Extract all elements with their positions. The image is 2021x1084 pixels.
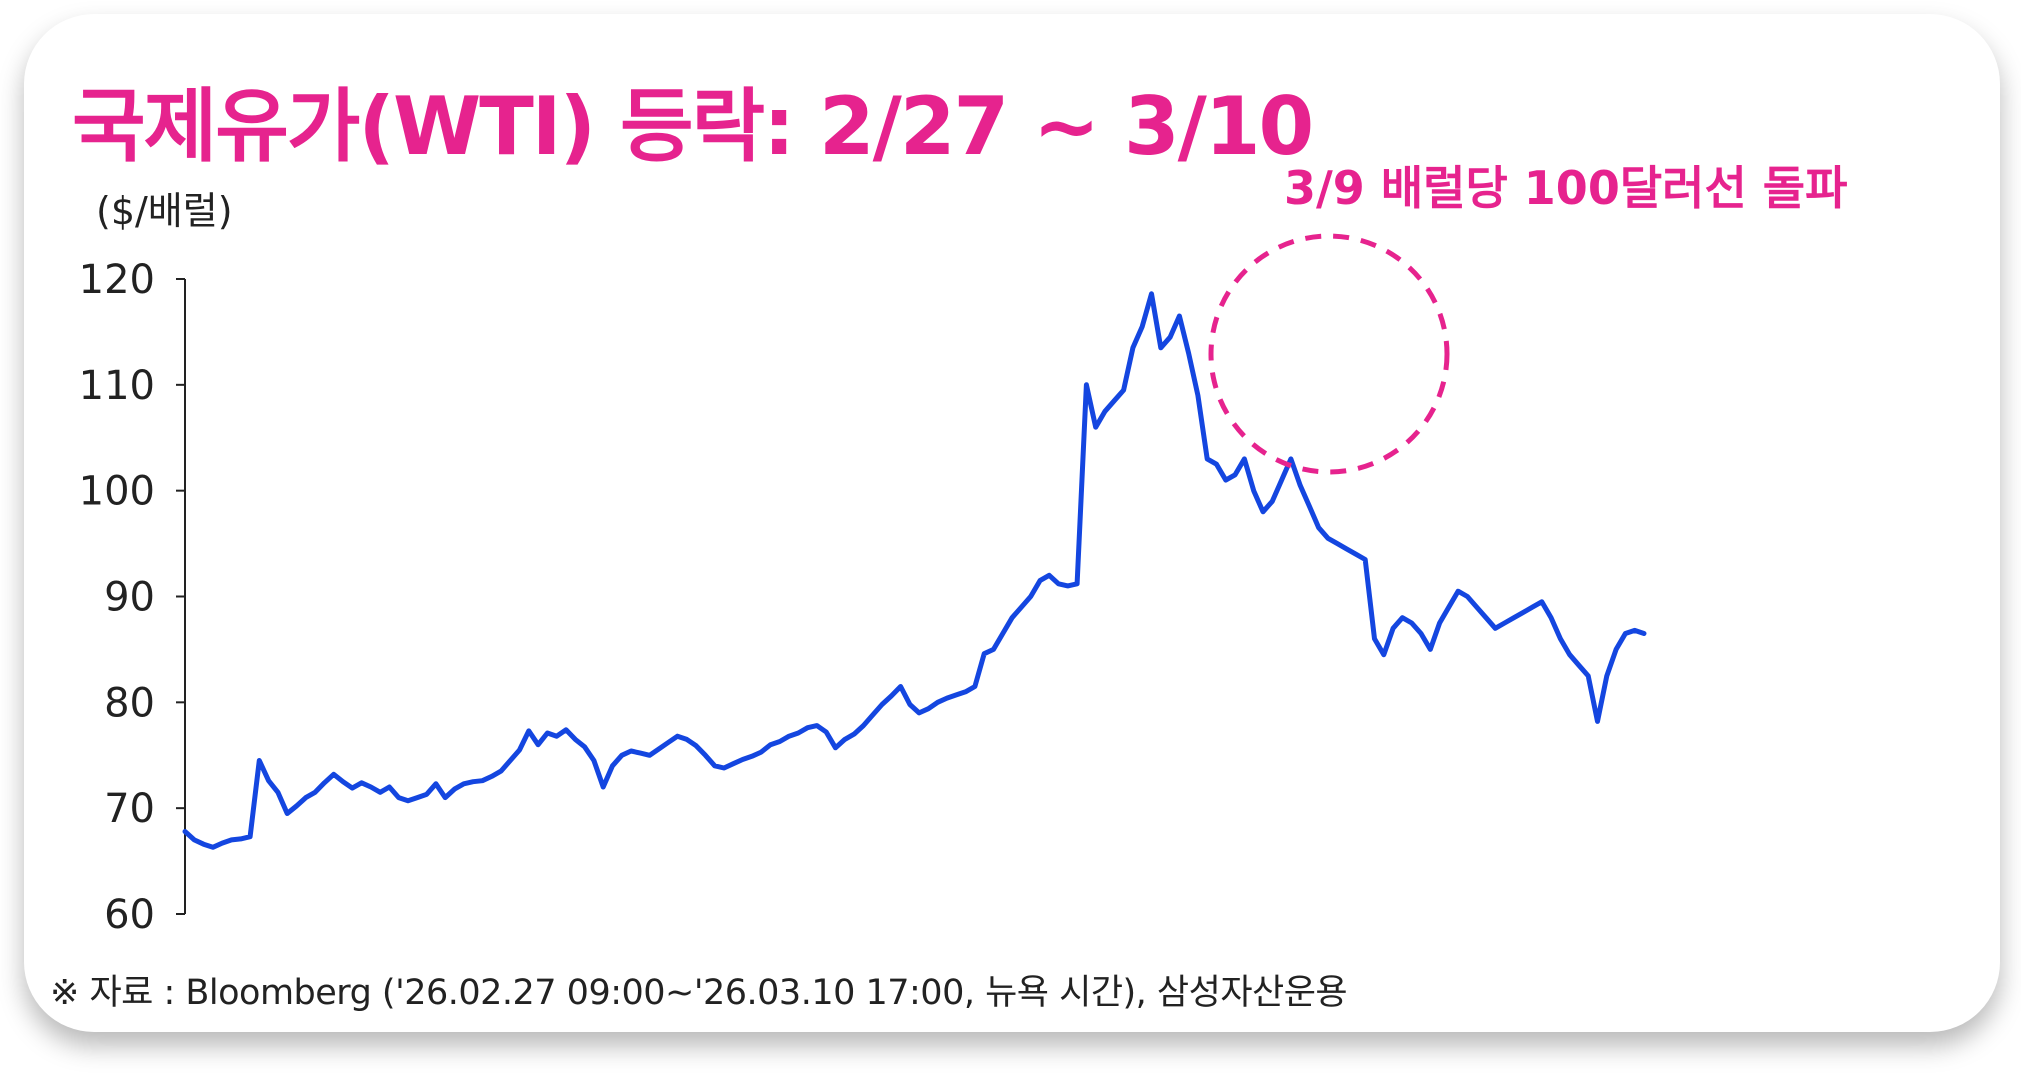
y-tick-label: 60 <box>104 892 155 938</box>
y-tick-label: 120 <box>79 257 155 303</box>
wti-price-chart: ($/배럴) 60 70 80 90 100 110 120 3/9 배럴당 100달러선 돌… <box>79 161 1848 938</box>
wti-price-line <box>182 291 1647 850</box>
series-group <box>182 291 1647 850</box>
source-footnote: ※ 자료 : Bloomberg ('26.02.27 09:00~'26.03… <box>50 973 1348 1013</box>
chart-card: 국제유가(WTI) 등락: 2/27 ~ 3/10 ($/배럴) 60 70 80 90… <box>24 14 2000 1032</box>
y-tick-label: 90 <box>104 575 155 621</box>
y-axis: ($/배럴) 60 70 80 90 100 110 120 <box>79 189 233 938</box>
y-axis-unit-label: ($/배럴) <box>96 189 233 233</box>
annotation-dashed-circle <box>1208 233 1450 475</box>
annotation-group: 3/9 배럴당 100달러선 돌파 <box>1208 161 1847 475</box>
y-tick-label: 110 <box>79 363 155 409</box>
annotation-label: 3/9 배럴당 100달러선 돌파 <box>1284 161 1847 215</box>
y-tick-label: 70 <box>104 786 155 832</box>
y-tick-label: 80 <box>104 680 155 726</box>
y-tick-label: 100 <box>79 469 155 515</box>
chart-title: 국제유가(WTI) 등락: 2/27 ~ 3/10 <box>72 80 1314 173</box>
